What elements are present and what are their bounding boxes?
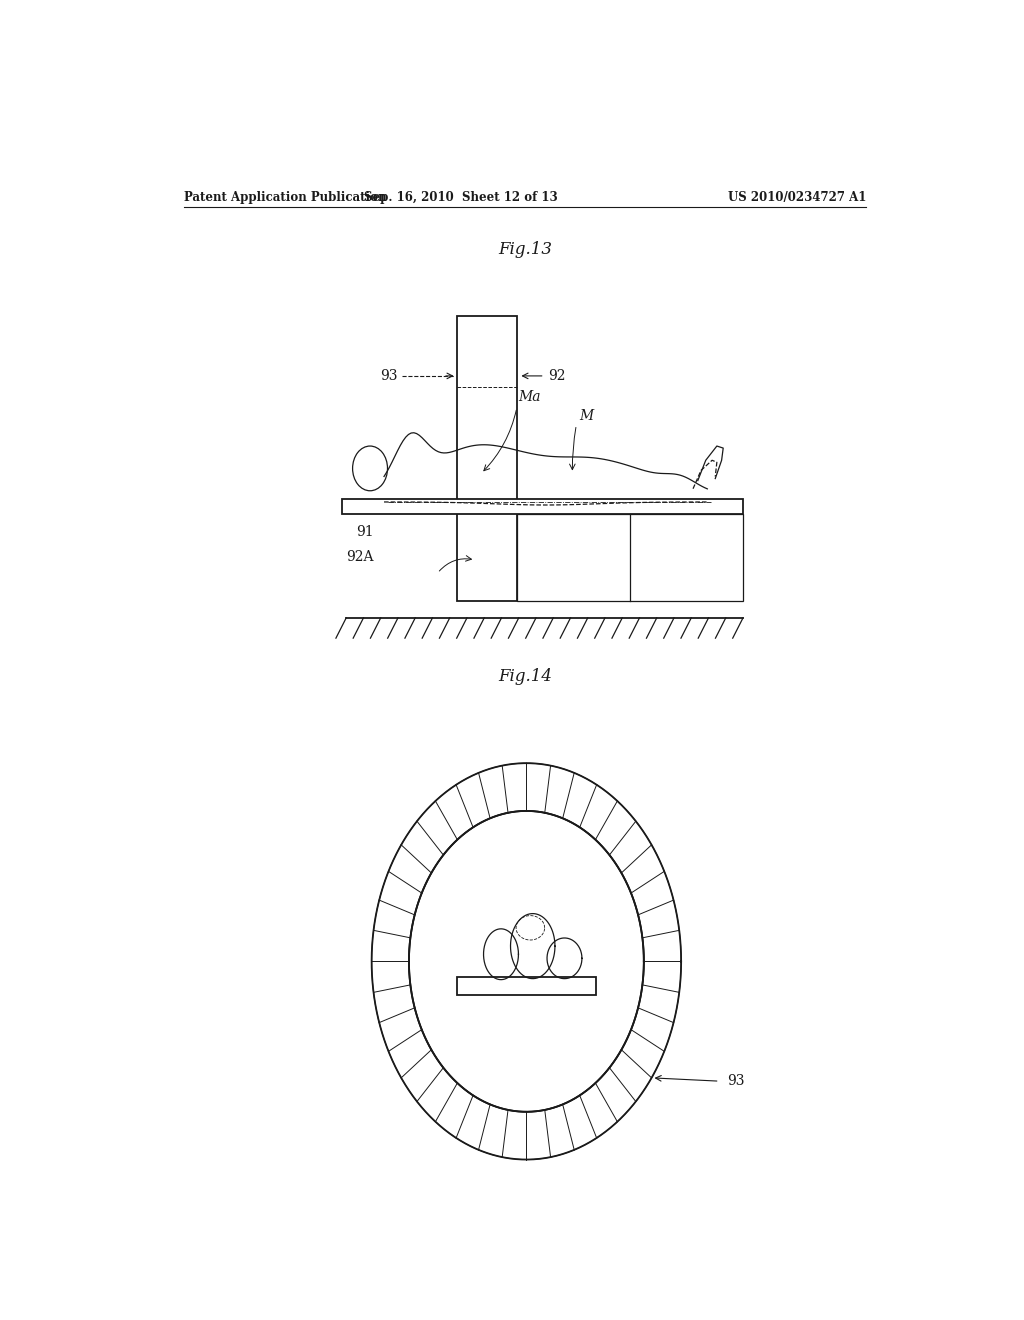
Text: US 2010/0234727 A1: US 2010/0234727 A1 [728,190,866,203]
Text: Ma: Ma [518,391,541,404]
Bar [517,515,743,601]
Text: Sep. 16, 2010  Sheet 12 of 13: Sep. 16, 2010 Sheet 12 of 13 [365,190,558,203]
Text: 93: 93 [728,1074,745,1088]
Text: 92: 92 [549,368,566,383]
Text: Patent Application Publication: Patent Application Publication [183,190,386,203]
Bar [458,315,517,601]
Text: 91: 91 [356,525,374,540]
Text: 93: 93 [380,368,397,383]
Circle shape [352,446,387,491]
Text: M: M [636,957,650,972]
Circle shape [409,810,644,1111]
Text: 91: 91 [517,1045,536,1060]
Text: M: M [579,409,593,422]
Text: Fig.13: Fig.13 [498,242,552,259]
Bar [342,499,743,515]
Bar [457,977,596,995]
Circle shape [372,763,681,1159]
Text: Fig.14: Fig.14 [498,668,552,685]
Text: 92A: 92A [346,550,374,564]
